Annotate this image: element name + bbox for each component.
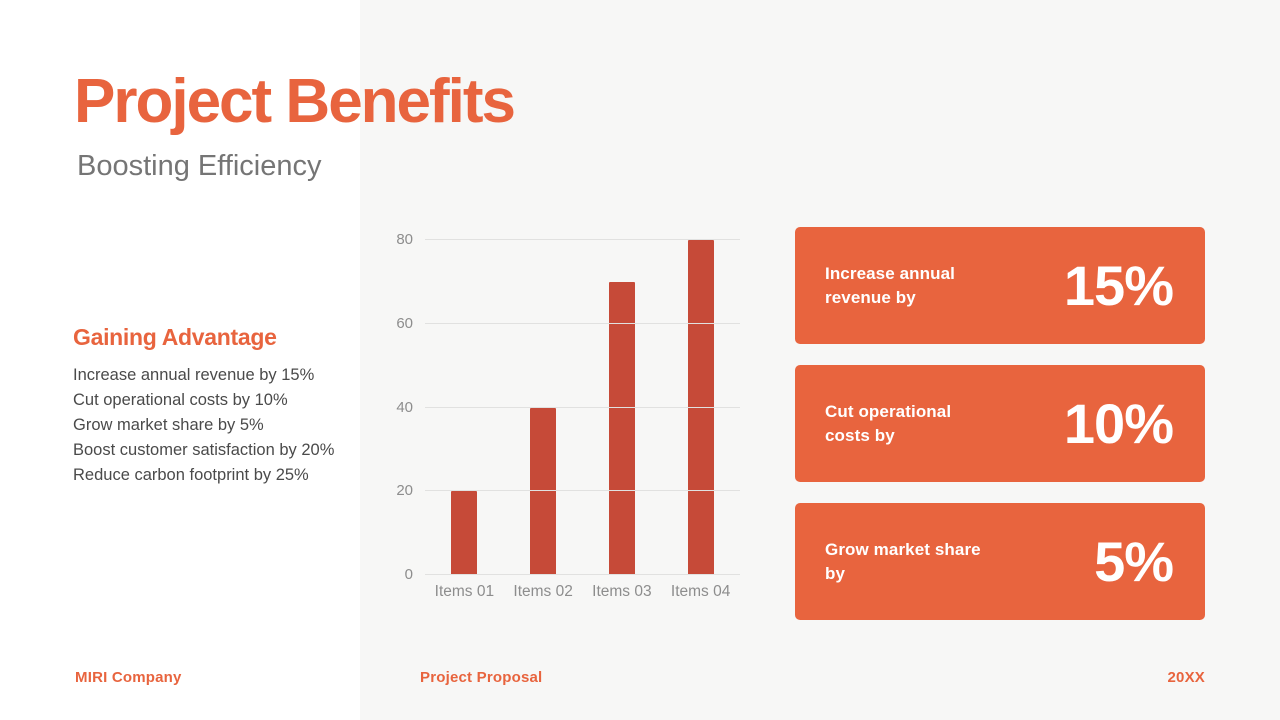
stat-card-label: Increase annual revenue by — [825, 264, 956, 307]
bar-items-02 — [530, 407, 557, 575]
advantage-heading: Gaining Advantage — [73, 324, 277, 350]
chart-plot-area — [425, 239, 740, 575]
bar-slot — [583, 240, 662, 575]
page-title: Project Benefits — [74, 67, 516, 136]
stat-card-value: 10% — [1063, 392, 1174, 455]
chart-x-axis: Items 01 Items 02 Items 03 Items 04 — [425, 575, 740, 603]
footer-company: MIRI Company — [75, 669, 182, 686]
footer-project: Project Proposal — [420, 669, 543, 686]
gridline — [425, 574, 740, 575]
list-item: Boost customer satisfaction by 20% — [73, 441, 335, 459]
gridline — [425, 406, 740, 408]
x-axis-tick: Items 02 — [513, 583, 573, 600]
advantage-list: Increase annual revenue by 15% Cut opera… — [73, 363, 373, 488]
x-axis-tick: Items 03 — [592, 583, 652, 600]
list-item: Reduce carbon footprint by 25% — [73, 466, 309, 484]
bar-items-04 — [687, 240, 714, 575]
gridline — [425, 322, 740, 324]
chart-bars — [425, 240, 740, 575]
y-axis-tick: 20 — [396, 482, 413, 500]
list-item: Cut operational costs by 10% — [73, 391, 288, 409]
stat-card-label: Grow market share by — [825, 540, 981, 583]
x-axis-tick: Items 01 — [434, 583, 495, 600]
list-item: Increase annual revenue by 15% — [73, 366, 315, 384]
chart-y-axis: 0 20 40 60 80 — [385, 232, 425, 583]
stat-card-label: Cut operational costs by — [825, 402, 952, 445]
bar-slot — [504, 240, 583, 575]
footer-year: 20XX — [1167, 669, 1205, 686]
y-axis-tick: 40 — [396, 398, 413, 416]
page-subtitle: Boosting Efficiency — [77, 150, 322, 182]
stat-card-value: 5% — [1094, 530, 1174, 593]
list-item: Grow market share by 5% — [73, 416, 264, 434]
gridline — [425, 490, 740, 492]
stat-card-costs: Cut operational costs by 10% — [795, 365, 1205, 482]
bar-items-01 — [451, 491, 478, 575]
stat-cards: Increase annual revenue by 15% Cut opera… — [795, 227, 1205, 620]
gridline — [425, 239, 740, 240]
bar-chart: 0 20 40 60 80 Items 01 Items 02 Items 03 Items … — [385, 232, 740, 603]
bar-slot — [425, 240, 504, 575]
y-axis-tick: 0 — [404, 566, 413, 583]
bar-slot — [661, 240, 740, 575]
advantage-section: Gaining Advantage Increase annual revenu… — [73, 324, 373, 488]
stat-card-market: Grow market share by 5% — [795, 503, 1205, 620]
stat-card-value: 15% — [1063, 254, 1174, 317]
x-axis-tick: Items 04 — [670, 583, 731, 600]
stat-card-revenue: Increase annual revenue by 15% — [795, 227, 1205, 344]
y-axis-tick: 80 — [396, 231, 413, 248]
y-axis-tick: 60 — [396, 314, 413, 332]
bar-items-03 — [608, 281, 635, 575]
